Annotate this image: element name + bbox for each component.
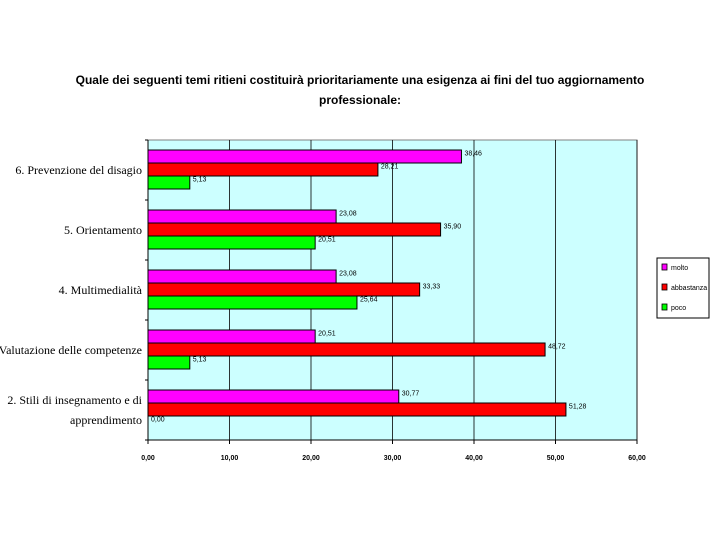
data-label-abbastanza-4: 48,72: [548, 344, 566, 351]
bar-poco-1: [147, 175, 191, 190]
bar-molto-1: [147, 149, 462, 164]
x-tick-label: 20,00: [302, 455, 320, 462]
bar-poco-4: [147, 355, 191, 370]
x-tick-labels: 0,00 10,00 20,00 30,00 40,00 50,00 60,00: [141, 455, 646, 462]
bar-molto-3: [147, 269, 337, 284]
bar-poco-2: [147, 235, 316, 250]
bar-molto-4: [147, 329, 316, 344]
bar-abbastanza-2: [147, 222, 442, 237]
x-tick-label: 0,00: [141, 455, 155, 462]
data-label-abbastanza-5: 51,28: [569, 404, 587, 411]
data-label-molto-2: 23,08: [339, 211, 357, 218]
bar-poco-3: [147, 295, 358, 310]
category-label: 5. Orientamento: [64, 223, 142, 237]
legend-label-molto: molto: [671, 265, 688, 272]
bar-molto-5: [147, 389, 400, 404]
data-label-molto-4: 20,51: [318, 331, 336, 338]
legend-swatch-molto: [661, 263, 668, 271]
chart-title-line-2: professionale:: [319, 93, 401, 107]
x-tick-label: 30,00: [384, 455, 402, 462]
x-tick-label: 10,00: [221, 455, 239, 462]
category-label: 6. Prevenzione del disagio: [15, 163, 142, 177]
chart-title-line-1: Quale dei seguenti temi ritieni costitui…: [76, 73, 645, 87]
data-label-abbastanza-2: 35,90: [444, 224, 462, 231]
data-label-abbastanza-1: 28,21: [381, 164, 399, 171]
data-label-molto-3: 23,08: [339, 271, 357, 278]
chart-title: Quale dei seguenti temi ritieni costitui…: [76, 73, 645, 107]
bar-abbastanza-5: [147, 402, 567, 417]
data-label-poco-4: 5,13: [193, 357, 207, 364]
category-label: 2. Stili di insegnamento e di: [7, 393, 142, 407]
x-tick-label: 50,00: [547, 455, 565, 462]
axes: [145, 139, 638, 444]
data-label-poco-3: 25,64: [360, 297, 378, 304]
bar-abbastanza-4: [147, 342, 546, 357]
bar-molto-2: [147, 209, 337, 224]
data-label-molto-1: 38,46: [464, 151, 482, 158]
x-tick-label: 60,00: [628, 455, 646, 462]
data-label-molto-5: 30,77: [402, 391, 420, 398]
legend-swatch-poco: [661, 303, 668, 311]
category-labels: 6. Prevenzione del disagio 5. Orientament…: [0, 163, 143, 427]
x-tick-label: 40,00: [465, 455, 483, 462]
data-label-poco-1: 5,13: [193, 177, 207, 184]
category-label: 4. Multimedialità: [59, 283, 143, 297]
data-label-poco-2: 20,51: [318, 237, 336, 244]
bars: 38,46 23,08 23,08 20,51 30,77 28,21 35,90 33,33…: [147, 149, 587, 424]
legend-label-poco: poco: [671, 305, 686, 312]
category-label: 3. Valutazione delle competenze: [0, 343, 142, 357]
bar-abbastanza-3: [147, 282, 421, 297]
data-label-poco-5: 0,00: [151, 417, 165, 424]
data-label-abbastanza-3: 33,33: [423, 284, 441, 291]
legend: molto abbastanza poco: [656, 257, 710, 319]
legend-label-abbastanza: abbastanza: [671, 285, 707, 292]
legend-swatch-abbastanza: [661, 283, 668, 291]
bar-abbastanza-1: [147, 162, 379, 177]
category-label: apprendimento: [70, 413, 142, 427]
